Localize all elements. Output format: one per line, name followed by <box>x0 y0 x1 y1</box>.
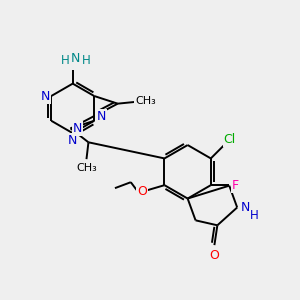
Text: N: N <box>68 134 77 147</box>
Text: H: H <box>82 54 91 67</box>
Text: N: N <box>73 122 82 135</box>
Text: H: H <box>250 209 258 222</box>
Text: N: N <box>240 201 250 214</box>
Text: O: O <box>137 184 147 198</box>
Text: H: H <box>60 54 69 67</box>
Text: N: N <box>96 110 106 122</box>
Text: N: N <box>71 52 80 65</box>
Text: Cl: Cl <box>224 133 236 146</box>
Text: CH₃: CH₃ <box>135 96 156 106</box>
Text: N: N <box>40 89 50 103</box>
Text: CH₃: CH₃ <box>76 163 97 173</box>
Text: O: O <box>209 248 219 262</box>
Text: F: F <box>232 179 239 192</box>
